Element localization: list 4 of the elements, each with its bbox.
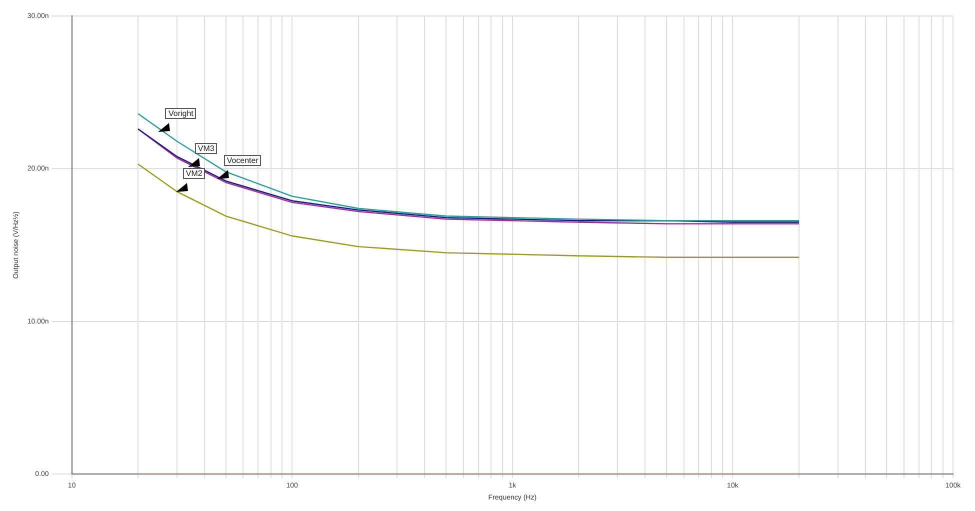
annotation: VM2 xyxy=(182,168,206,179)
annotation: VM3 xyxy=(194,143,218,154)
annotation: Vocenter xyxy=(224,155,262,166)
annotation: Voright xyxy=(165,108,196,120)
